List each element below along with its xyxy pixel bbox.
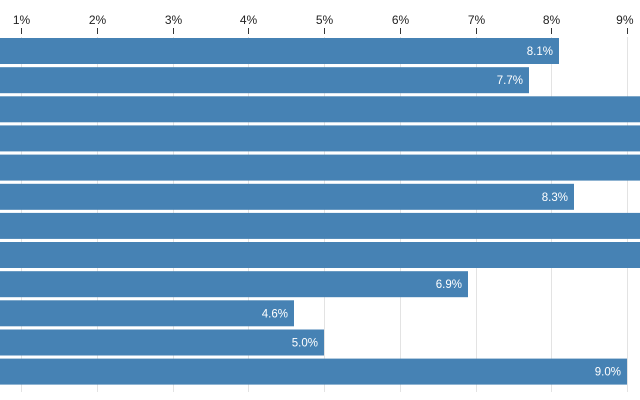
data-label-9: 6.9% bbox=[436, 279, 462, 291]
bar-1 bbox=[0, 38, 559, 64]
bar-4 bbox=[0, 125, 640, 152]
bar-12 bbox=[0, 358, 627, 385]
data-label-11: 5.0% bbox=[292, 338, 318, 350]
tick-label: 2% bbox=[89, 13, 107, 27]
bar-2 bbox=[0, 67, 529, 94]
data-labels: 8.1% 7.7% 8.3% 6.9% 4.6% 5.0% 9.0% bbox=[262, 46, 621, 379]
bar-7 bbox=[0, 212, 640, 239]
tick-label: 8% bbox=[543, 13, 561, 27]
tick-label: 4% bbox=[240, 13, 258, 27]
x-axis: 1% 2% 3% 4% 5% 6% 7% 8% 9% bbox=[13, 13, 634, 34]
tick-label: 6% bbox=[392, 13, 410, 27]
data-label-6: 8.3% bbox=[542, 192, 568, 204]
bar-11 bbox=[0, 329, 324, 356]
data-label-10: 4.6% bbox=[262, 308, 288, 320]
bars bbox=[0, 38, 640, 385]
data-label-2: 7.7% bbox=[497, 75, 523, 87]
tick-label: 1% bbox=[13, 13, 31, 27]
tick-label: 7% bbox=[468, 13, 486, 27]
bar-3 bbox=[0, 96, 640, 123]
tick-label: 3% bbox=[165, 13, 183, 27]
tick-label: 5% bbox=[316, 13, 334, 27]
bar-9 bbox=[0, 271, 468, 298]
data-label-12: 9.0% bbox=[595, 367, 621, 379]
bar-5 bbox=[0, 154, 640, 181]
data-label-1: 8.1% bbox=[527, 46, 553, 58]
tick-label: 9% bbox=[616, 13, 634, 27]
bar-6 bbox=[0, 183, 574, 210]
bar-8 bbox=[0, 242, 640, 268]
bar-10 bbox=[0, 300, 294, 327]
